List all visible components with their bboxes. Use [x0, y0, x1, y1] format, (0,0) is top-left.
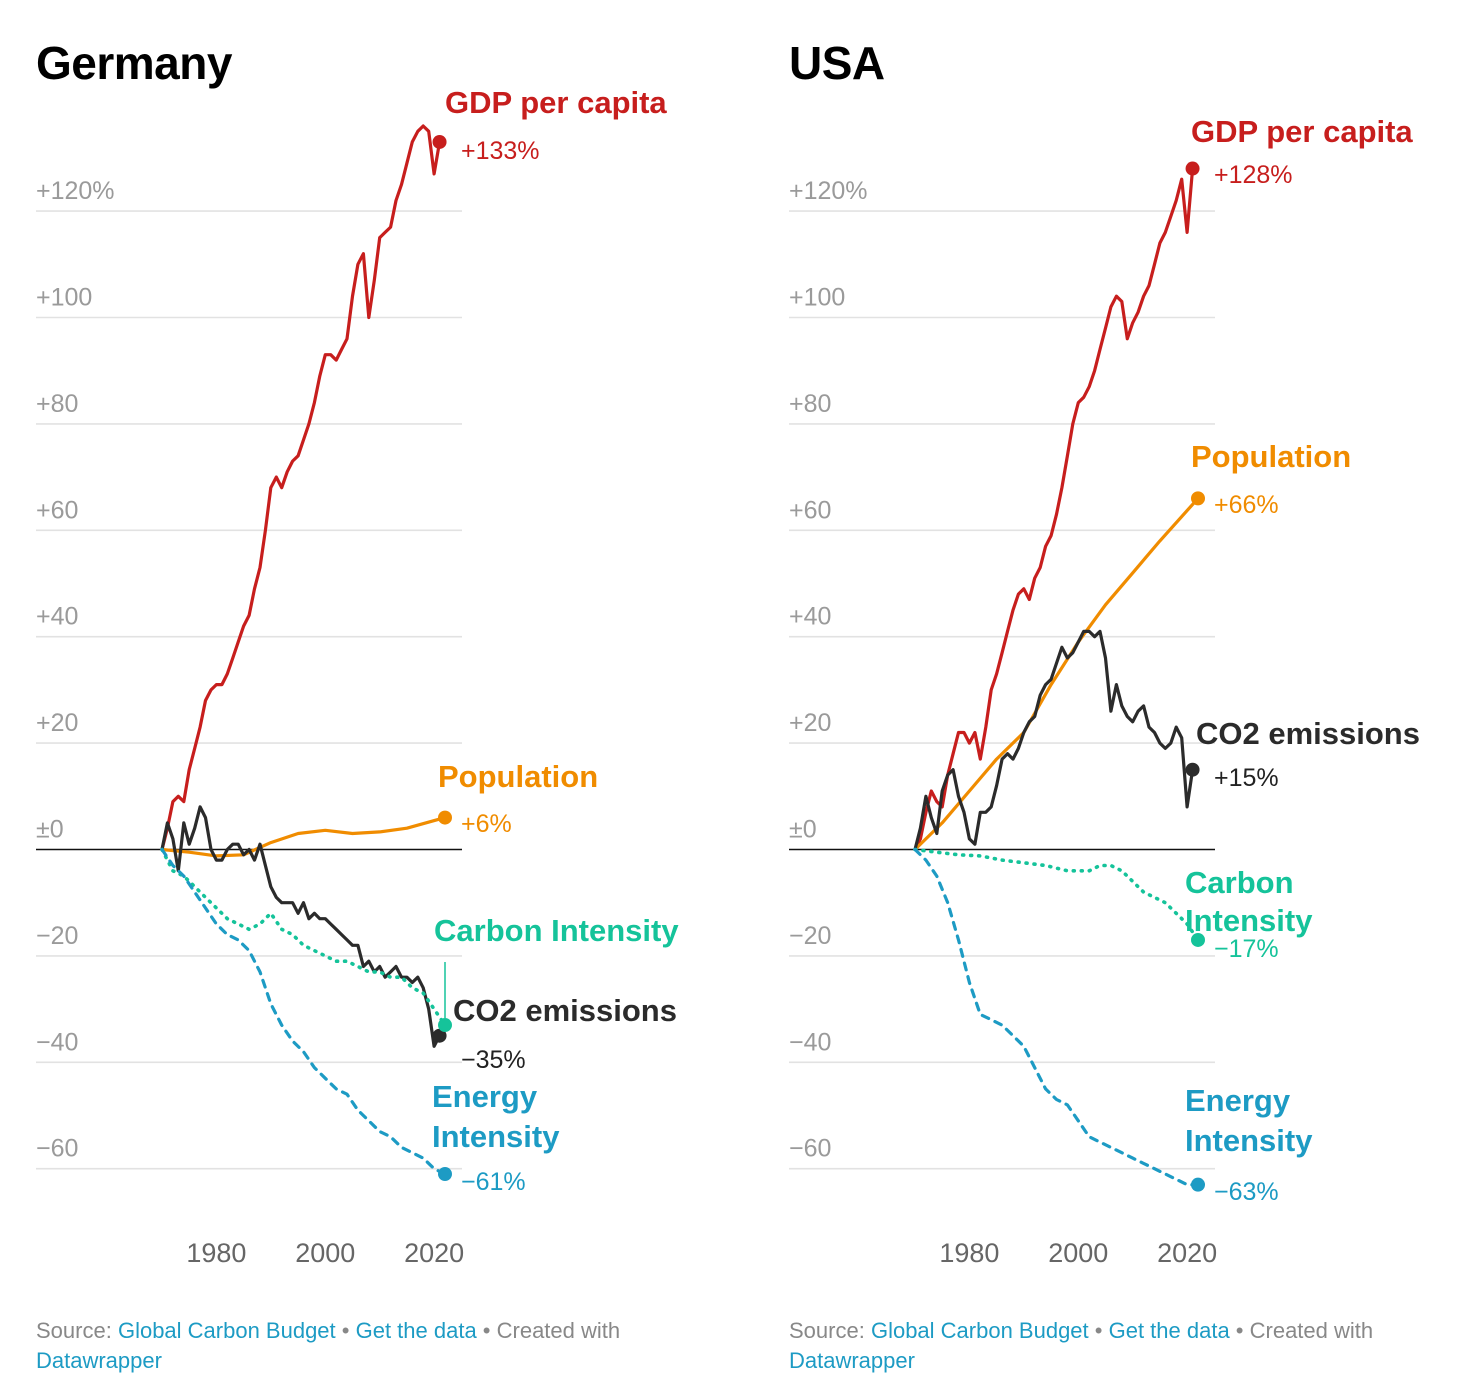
series-label-line2: Intensity — [1185, 903, 1313, 938]
y-tick-label: ±0 — [789, 816, 817, 844]
series-end-value: +6% — [461, 810, 512, 838]
y-tick-label: +100 — [789, 284, 845, 312]
x-tick-label: 2000 — [1048, 1238, 1108, 1268]
series-end-marker — [1185, 161, 1200, 176]
series-end-value: +128% — [1214, 161, 1293, 189]
series-label-line2: Intensity — [432, 1119, 560, 1154]
x-tick-label: 1980 — [939, 1238, 999, 1268]
x-tick-label: 2000 — [295, 1238, 355, 1268]
panel-germany: Germany +120% +100 +80 +60 +40 +20 ±0 −20 −40 −60… — [36, 37, 696, 1376]
series-line-co2-emissions — [160, 805, 442, 1048]
series-line-population — [160, 815, 447, 858]
series-end-value: −63% — [1214, 1178, 1279, 1206]
y-tick-label: −40 — [789, 1028, 831, 1056]
chart-germany: +120% +100 +80 +60 +40 +20 ±0 −20 −40 −60 1980 2000… — [36, 85, 679, 1268]
series-label: GDP per capita — [445, 85, 667, 120]
series-end-marker — [432, 134, 447, 149]
y-tick-label: −20 — [789, 922, 831, 950]
created-with-text: • Created with — [1229, 1318, 1374, 1343]
x-tick-label: 2020 — [1157, 1238, 1217, 1268]
series-end-value: −35% — [461, 1046, 526, 1074]
series-end-value: +133% — [461, 137, 540, 165]
source-label: Source: — [36, 1318, 112, 1343]
series-line-gdp-per-capita — [160, 124, 442, 852]
series-line-carbon-intensity — [913, 847, 1200, 942]
series-label: Population — [438, 759, 598, 794]
y-tick-label: +20 — [36, 709, 78, 737]
series-end-marker — [1185, 762, 1200, 777]
series-end-value: +66% — [1214, 491, 1279, 519]
y-tick-label: +40 — [789, 603, 831, 631]
series-label: Carbon — [1185, 865, 1294, 900]
y-tick-label: +60 — [36, 496, 78, 524]
series-line-energy-intensity — [160, 847, 447, 1176]
y-tick-label: +120% — [789, 177, 868, 205]
y-tick-label: −60 — [36, 1135, 78, 1163]
series-end-marker — [438, 810, 452, 825]
series-end-marker — [1191, 1177, 1205, 1192]
y-tick-label: +100 — [36, 284, 92, 312]
series-line-energy-intensity — [913, 847, 1200, 1187]
panel-usa: USA +120% +100 +80 +60 +40 +20 ±0 −20 −40 −60 1980… — [753, 0, 1484, 1400]
source-link[interactable]: Global Carbon Budget — [117, 1318, 336, 1343]
y-tick-label: +80 — [789, 390, 831, 418]
chart-footer: Source: Global Carbon Budget • Get the d… — [36, 1316, 696, 1376]
series-label: CO2 emissions — [453, 993, 677, 1028]
y-tick-label: +120% — [36, 177, 115, 205]
series-end-marker — [1191, 491, 1205, 506]
series-label: Energy — [1185, 1083, 1291, 1118]
y-tick-label: ±0 — [36, 816, 64, 844]
get-data-link[interactable]: Get the data — [355, 1318, 477, 1343]
series-label-line2: Intensity — [1185, 1123, 1313, 1158]
source-label: Source: — [789, 1318, 865, 1343]
series-line-co2-emissions — [913, 629, 1195, 852]
chart-title: USA — [789, 37, 885, 89]
datawrapper-link[interactable]: Datawrapper — [789, 1348, 915, 1373]
series-label: Population — [1191, 439, 1351, 474]
source-link[interactable]: Global Carbon Budget — [870, 1318, 1089, 1343]
datawrapper-link[interactable]: Datawrapper — [36, 1348, 162, 1373]
y-tick-label: +60 — [789, 496, 831, 524]
series-end-marker — [438, 1167, 452, 1182]
series-end-marker — [432, 1028, 447, 1043]
y-tick-label: +80 — [36, 390, 78, 418]
chart-usa: +120% +100 +80 +60 +40 +20 ±0 −20 −40 −60 1980 2000… — [789, 114, 1420, 1268]
y-tick-label: −20 — [36, 922, 78, 950]
get-data-link[interactable]: Get the data — [1108, 1318, 1230, 1343]
series-label: Carbon Intensity — [434, 913, 679, 948]
chart-footer: Source: Global Carbon Budget • Get the d… — [789, 1316, 1449, 1376]
series-label: CO2 emissions — [1196, 716, 1420, 751]
series-label: GDP per capita — [1191, 114, 1413, 149]
series-end-value: +15% — [1214, 764, 1279, 792]
series-end-marker — [438, 1018, 452, 1033]
x-tick-label: 1980 — [186, 1238, 246, 1268]
y-tick-label: +40 — [36, 603, 78, 631]
y-tick-label: +20 — [789, 709, 831, 737]
series-line-gdp-per-capita — [913, 166, 1195, 852]
created-with-text: • Created with — [476, 1318, 621, 1343]
series-end-marker — [1191, 932, 1205, 947]
series-end-value: −17% — [1214, 935, 1279, 963]
separator: • — [335, 1318, 356, 1343]
series-line-carbon-intensity — [160, 847, 447, 1027]
series-label: Energy — [432, 1079, 538, 1114]
y-tick-label: −40 — [36, 1028, 78, 1056]
series-end-value: −61% — [461, 1168, 526, 1196]
chart-title: Germany — [36, 37, 232, 89]
x-tick-label: 2020 — [404, 1238, 464, 1268]
separator: • — [1088, 1318, 1109, 1343]
y-tick-label: −60 — [789, 1135, 831, 1163]
